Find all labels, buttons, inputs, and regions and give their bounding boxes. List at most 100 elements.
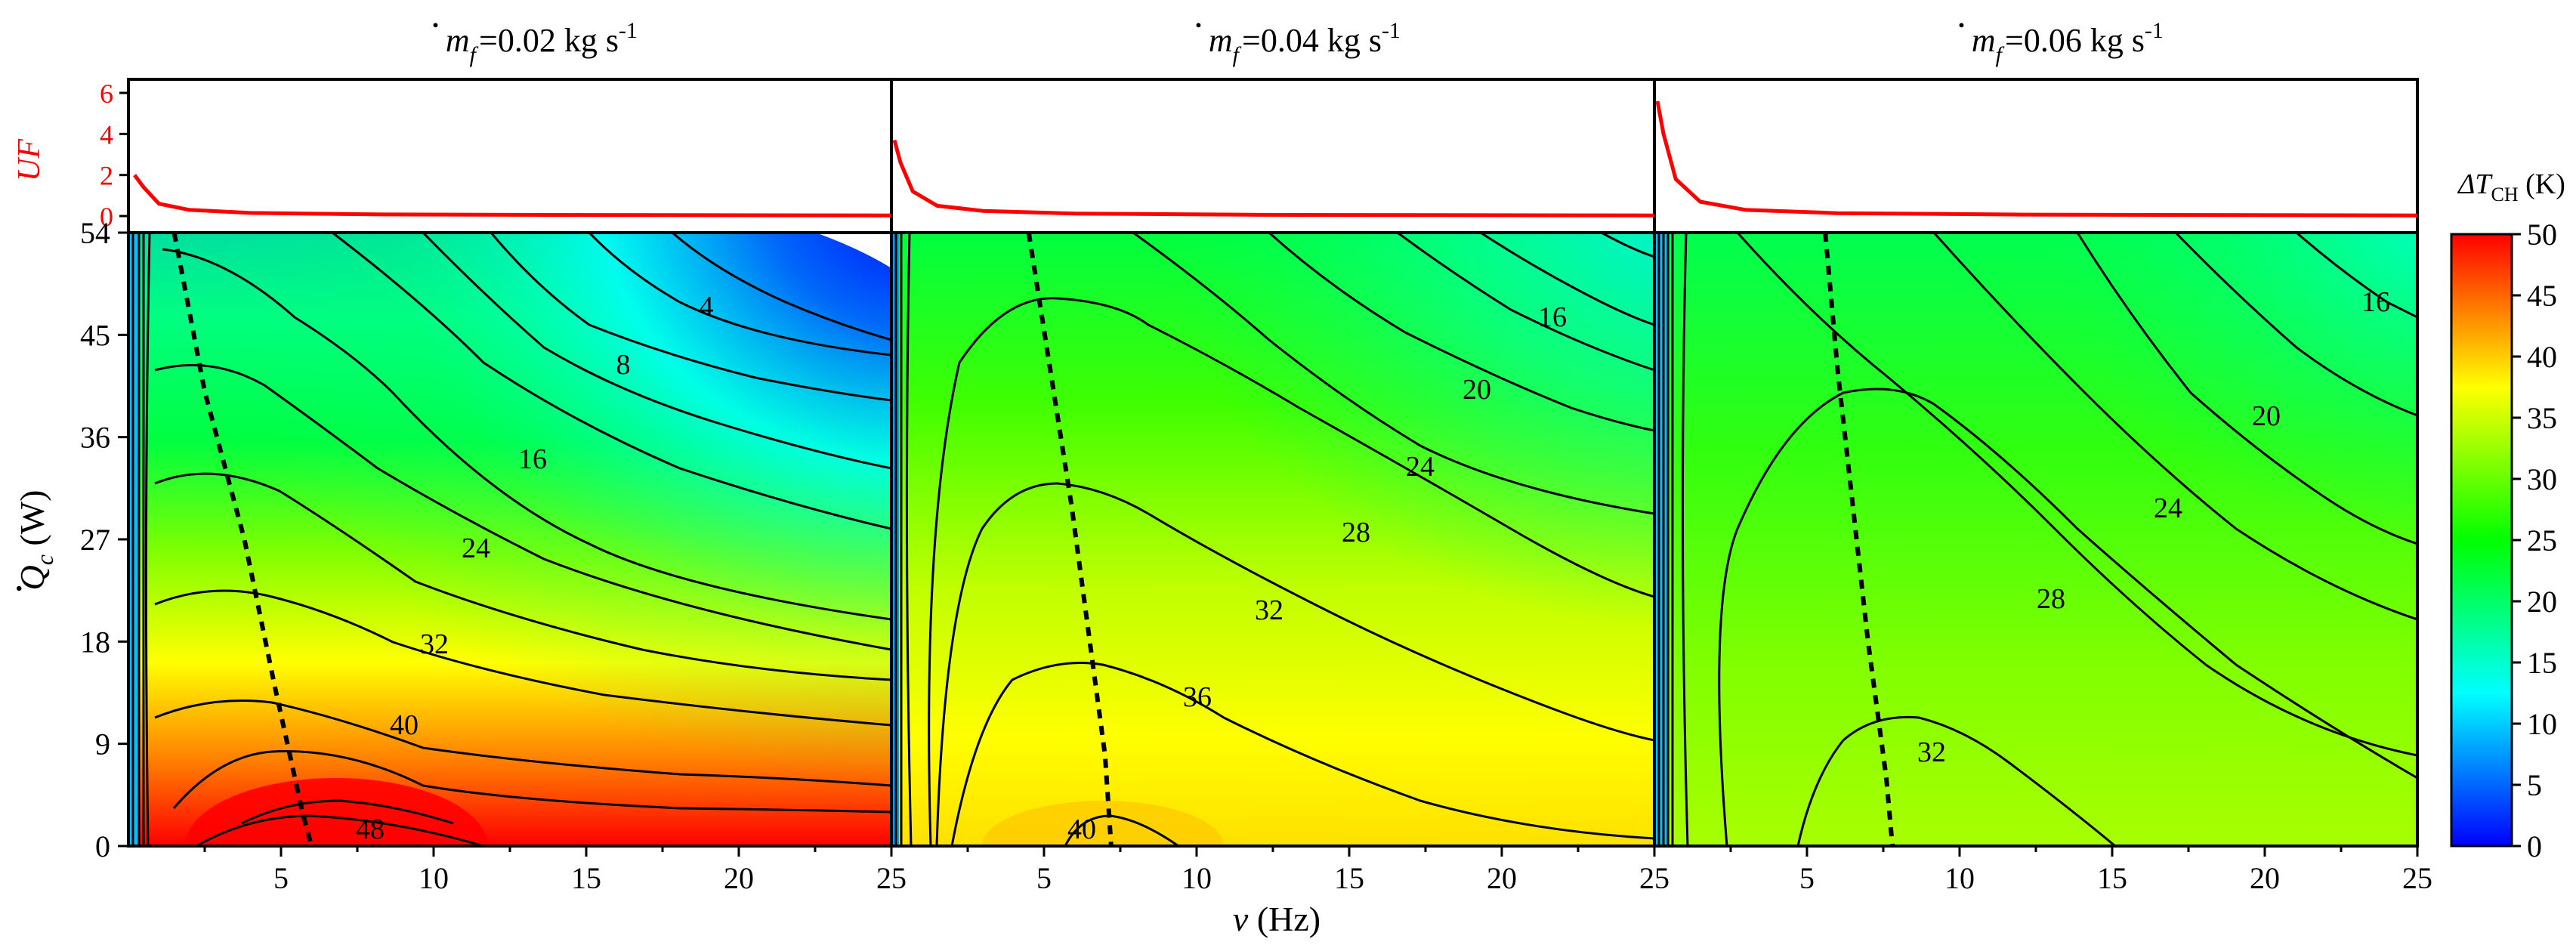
x-tick-label-p1-1: 10 [419, 861, 449, 895]
contour-label-p1-16: 16 [518, 443, 547, 475]
contour-label-p3-16: 16 [2361, 286, 2390, 318]
svg-text:=0.02 kg s-1: =0.02 kg s-1 [479, 18, 638, 59]
colorbar-tick-label-1: 5 [2527, 768, 2542, 802]
contour-label-p2-36: 36 [1183, 681, 1212, 713]
uf-tick-label-3: 6 [100, 79, 113, 109]
title-value-1: =0.02 kg s [479, 22, 619, 59]
title-dot-2: . [1195, 3, 1202, 33]
y-axis-title: Qc (W) . [0, 490, 58, 593]
colorbar-title-sub: CH [2491, 184, 2519, 205]
uf-tick-label-0: 0 [100, 202, 113, 232]
panel-1-field [128, 233, 891, 846]
x-tick-label-p1-3: 20 [724, 861, 754, 895]
svg-text:=0.04 kg s-1: =0.04 kg s-1 [1242, 18, 1401, 59]
contour-label-p2-40: 40 [1067, 814, 1096, 845]
panel-title-2: mf . =0.04 kg s-1 [1195, 3, 1401, 67]
y-axis-dot: . [0, 585, 28, 592]
contour-label-p3-20: 20 [2252, 400, 2281, 432]
x-tick-label-p2-3: 20 [1487, 861, 1517, 895]
contour-label-p2-24: 24 [1406, 451, 1435, 483]
title-exp-3: -1 [2145, 18, 2164, 43]
x-tick-label-p2-2: 15 [1334, 861, 1364, 895]
x-tick-label-p1-0: 5 [273, 861, 289, 895]
title-mass-3: m [1972, 22, 1996, 59]
y-tick-label-6: 54 [80, 216, 110, 250]
x-axis: 5 10 15 20 25 5 10 15 20 25 5 10 15 20 25 [203, 846, 2432, 895]
contour-label-p1-32: 32 [420, 628, 449, 660]
colorbar-tick-label-8: 40 [2527, 340, 2557, 374]
colorbar-tick-label-7: 35 [2527, 401, 2557, 435]
optimal-path-1 [171, 232, 314, 847]
y-tick-label-3: 27 [80, 523, 110, 557]
x-tick-label-p3-4: 25 [2402, 861, 2432, 895]
colorbar-tick-label-6: 30 [2527, 462, 2557, 496]
uf-axis-label: UF [12, 139, 47, 181]
svg-text:mf: mf [1209, 22, 1242, 67]
contour-label-p2-28: 28 [1342, 517, 1370, 548]
colorbar-tick-label-9: 45 [2527, 279, 2557, 313]
svg-text:Qc (W): Qc (W) [13, 490, 58, 591]
optimal-paths [171, 232, 1895, 847]
x-tick-label-p3-1: 10 [1944, 861, 1975, 895]
contour-label-p2-32: 32 [1255, 594, 1283, 626]
x-tick-label-p1-4: 25 [876, 861, 907, 895]
colorbar: ΔTCH (K) 0 5 10 15 20 25 30 35 40 45 50 [2450, 168, 2565, 863]
panel-title-1: mf . =0.02 kg s-1 [432, 3, 638, 67]
x-axis-symbol: v [1233, 900, 1249, 938]
title-sub-1: f [470, 42, 479, 67]
title-mass-2: m [1209, 22, 1233, 59]
title-exp-1: -1 [619, 18, 638, 43]
x-tick-label-p2-4: 25 [1639, 861, 1669, 895]
title-mass-1: m [446, 22, 470, 59]
title-sub-2: f [1233, 42, 1242, 67]
y-axis-symbol: Q [13, 565, 51, 590]
svg-text:mf: mf [1972, 22, 2005, 67]
y-tick-label-1: 9 [95, 727, 110, 761]
colorbar-tick-label-0: 0 [2527, 829, 2542, 863]
y-tick-label-2: 18 [80, 625, 110, 659]
x-tick-label-p1-2: 15 [571, 861, 601, 895]
title-dot-3: . [1958, 3, 1965, 33]
y-axis-sub: c [31, 554, 58, 565]
colorbar-title-unit: (K) [2519, 168, 2565, 200]
uf-strips: 0 2 4 6 UF [12, 78, 2419, 234]
contour-label-p1-48: 48 [356, 814, 385, 845]
svg-text:mf: mf [446, 22, 479, 67]
title-value-3: =0.06 kg s [2005, 22, 2145, 59]
colorbar-ticks: 0 5 10 15 20 25 30 35 40 45 50 [2512, 218, 2557, 863]
contour-label-p2-16: 16 [1538, 301, 1567, 333]
x-tick-label-p3-3: 20 [2250, 861, 2280, 895]
contour-labels: 4 8 16 24 32 40 48 16 20 24 28 32 36 40 … [356, 286, 2390, 845]
colorbar-title: ΔTCH (K) [2457, 168, 2565, 205]
x-tick-label-p3-0: 5 [1799, 861, 1815, 895]
colorbar-tick-label-4: 20 [2527, 585, 2557, 619]
panel-2-field [891, 233, 1654, 846]
colorbar-tick-label-2: 10 [2527, 707, 2557, 741]
y-tick-label-5: 45 [80, 318, 110, 352]
uf-curve-3 [1655, 100, 2418, 218]
title-value-2: =0.04 kg s [1242, 22, 1382, 59]
colorbar-tick-label-3: 15 [2527, 646, 2557, 680]
contour-label-p1-8: 8 [616, 349, 631, 381]
y-axis-unit: (W) [13, 490, 51, 555]
colorbar-gradient [2450, 233, 2513, 848]
contour-label-p1-40: 40 [390, 709, 419, 741]
uf-curve-1 [133, 174, 892, 218]
y-tick-label-0: 0 [95, 829, 110, 863]
title-sub-3: f [1996, 42, 2005, 67]
svg-text:=0.06 kg s-1: =0.06 kg s-1 [2005, 18, 2164, 59]
contour-label-p3-28: 28 [2037, 583, 2065, 615]
contour-label-p3-24: 24 [2154, 493, 2182, 524]
colorbar-tick-label-10: 50 [2527, 218, 2557, 252]
title-dot-1: . [432, 3, 439, 33]
panel-title-3: mf . =0.06 kg s-1 [1958, 3, 2164, 67]
x-axis-title: v (Hz) [1233, 900, 1320, 938]
x-tick-label-p2-1: 10 [1181, 861, 1212, 895]
x-tick-label-p3-2: 15 [2097, 861, 2127, 895]
panel-3-field [1654, 233, 2417, 846]
x-axis-unit: (Hz) [1248, 900, 1320, 938]
colorbar-title-prefix: ΔT [2457, 168, 2493, 200]
contour-label-p1-24: 24 [462, 533, 490, 564]
uf-frame [127, 78, 2419, 234]
